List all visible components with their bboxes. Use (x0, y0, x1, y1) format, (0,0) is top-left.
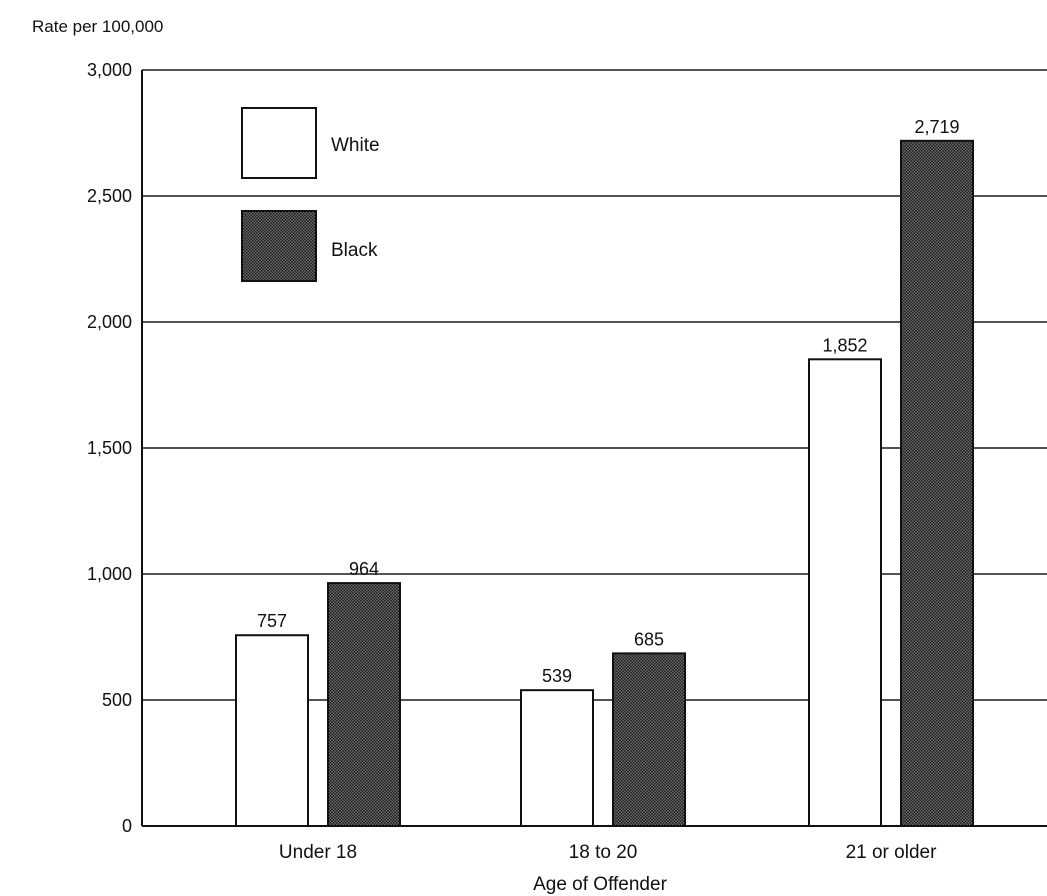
bars (235, 139, 974, 828)
legend-swatch-white (241, 107, 317, 179)
bar-white-1 (235, 634, 309, 828)
y-tick-label: 2,500 (87, 186, 132, 206)
x-axis-title: Age of Offender (533, 874, 667, 895)
x-tick-label: 21 or older (846, 842, 938, 863)
bar-white-3 (808, 358, 882, 827)
value-label-black-2: 685 (634, 629, 664, 649)
y-tick-label: 1,500 (87, 438, 132, 458)
x-tick-label: Under 18 (279, 842, 357, 863)
x-tick-label: 18 to 20 (569, 842, 638, 863)
value-label-black-3: 2,719 (914, 117, 959, 137)
y-tick-label: 1,000 (87, 564, 132, 584)
gridlines (142, 69, 1047, 701)
bar-black-2 (612, 652, 686, 827)
y-tick-label: 500 (102, 690, 132, 710)
y-tick-label: 0 (122, 816, 132, 836)
legend-swatch-black (241, 210, 317, 282)
y-axis-title: Rate per 100,000 (32, 17, 163, 36)
legend-label-black: Black (331, 240, 378, 261)
bar-black-3 (900, 139, 974, 827)
y-tick-label: 3,000 (87, 60, 132, 80)
y-tick-labels: 0 500 1,000 1,500 2,000 2,500 3,000 (87, 60, 132, 836)
bar-white-2 (520, 689, 594, 827)
x-tick-labels: Under 18 18 to 20 21 or older (279, 842, 937, 863)
bar-value-labels: 757 964 539 685 1,852 2,719 (257, 117, 960, 686)
y-tick-label: 2,000 (87, 312, 132, 332)
bar-black-1 (327, 582, 401, 828)
legend: White Black (241, 107, 380, 282)
value-label-white-3: 1,852 (822, 335, 867, 355)
value-label-black-1: 964 (349, 559, 379, 579)
legend-label-white: White (331, 135, 380, 156)
value-label-white-1: 757 (257, 611, 287, 631)
value-label-white-2: 539 (542, 666, 572, 686)
